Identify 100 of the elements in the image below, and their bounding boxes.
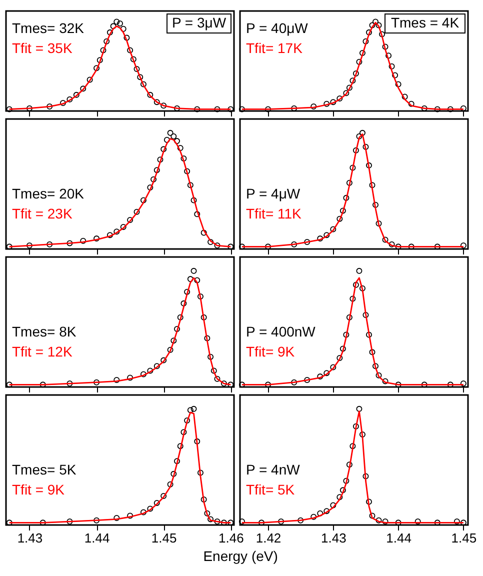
point bbox=[6, 244, 12, 250]
point bbox=[86, 76, 93, 83]
point bbox=[359, 431, 366, 438]
point bbox=[454, 518, 460, 525]
point bbox=[214, 242, 220, 249]
point bbox=[265, 106, 272, 112]
point bbox=[194, 106, 200, 112]
point bbox=[130, 56, 136, 62]
point bbox=[359, 130, 366, 136]
point bbox=[340, 487, 346, 494]
point bbox=[362, 473, 369, 480]
annotation: Tfit= 11K bbox=[246, 205, 302, 222]
point bbox=[238, 244, 245, 250]
point bbox=[382, 236, 388, 243]
point bbox=[340, 208, 346, 214]
point bbox=[208, 239, 214, 246]
point bbox=[343, 90, 350, 96]
point bbox=[190, 268, 197, 274]
point bbox=[174, 458, 180, 464]
point bbox=[304, 377, 310, 384]
point bbox=[340, 346, 346, 352]
point bbox=[350, 296, 356, 302]
point bbox=[160, 492, 167, 499]
point bbox=[324, 232, 330, 238]
x-tick-label: 1.43 bbox=[321, 530, 346, 546]
point bbox=[147, 92, 154, 98]
point bbox=[170, 470, 177, 477]
point bbox=[350, 78, 356, 84]
point bbox=[154, 99, 160, 106]
point bbox=[46, 241, 53, 248]
point bbox=[127, 374, 134, 381]
point bbox=[291, 379, 298, 386]
point bbox=[6, 106, 12, 112]
point bbox=[187, 407, 194, 414]
x-tick-label: 1.44 bbox=[386, 530, 412, 546]
point bbox=[170, 133, 177, 140]
point bbox=[421, 382, 428, 388]
point bbox=[369, 182, 376, 188]
point bbox=[114, 377, 120, 384]
point bbox=[127, 512, 134, 519]
point bbox=[106, 29, 113, 36]
point bbox=[402, 94, 408, 100]
point bbox=[362, 312, 369, 318]
point bbox=[434, 244, 440, 250]
point bbox=[359, 285, 366, 292]
point bbox=[291, 241, 298, 248]
point bbox=[330, 226, 336, 232]
point bbox=[208, 516, 214, 522]
point bbox=[26, 242, 32, 249]
point bbox=[66, 518, 73, 525]
point bbox=[372, 18, 378, 25]
point bbox=[184, 418, 190, 424]
point bbox=[94, 65, 100, 72]
point bbox=[220, 380, 227, 387]
point bbox=[190, 406, 197, 412]
point bbox=[369, 22, 376, 28]
point bbox=[350, 443, 356, 450]
point bbox=[197, 470, 204, 476]
point bbox=[66, 380, 73, 387]
point bbox=[177, 314, 184, 320]
point bbox=[408, 100, 414, 107]
point bbox=[238, 106, 245, 112]
point bbox=[214, 376, 220, 382]
point bbox=[228, 244, 234, 250]
point bbox=[408, 244, 414, 250]
point bbox=[120, 224, 126, 230]
point bbox=[220, 520, 227, 526]
annotation: P = 40μW bbox=[246, 20, 309, 36]
point bbox=[66, 240, 73, 246]
point bbox=[238, 518, 245, 525]
point bbox=[343, 478, 350, 484]
point bbox=[330, 99, 336, 106]
x-tick-label: 1.43 bbox=[17, 530, 43, 546]
annotation: Tfit = 9K bbox=[12, 481, 66, 498]
point bbox=[382, 518, 388, 525]
point bbox=[447, 382, 454, 388]
point bbox=[6, 520, 12, 526]
point bbox=[94, 236, 100, 242]
point bbox=[362, 144, 369, 150]
point bbox=[352, 282, 359, 288]
point bbox=[167, 346, 174, 353]
annotation: Tfit = 12K bbox=[12, 343, 73, 360]
point bbox=[184, 288, 190, 295]
point bbox=[73, 92, 80, 98]
point bbox=[336, 354, 343, 361]
point bbox=[324, 100, 330, 107]
point bbox=[114, 228, 120, 235]
point bbox=[40, 382, 46, 388]
point bbox=[228, 520, 234, 526]
point bbox=[359, 50, 366, 56]
point bbox=[228, 382, 234, 388]
point bbox=[137, 74, 144, 80]
point bbox=[382, 378, 388, 384]
point bbox=[388, 63, 395, 70]
point bbox=[352, 423, 359, 430]
point bbox=[376, 22, 382, 28]
point bbox=[346, 314, 352, 320]
point bbox=[177, 443, 184, 450]
point bbox=[147, 506, 154, 512]
point bbox=[194, 211, 200, 218]
